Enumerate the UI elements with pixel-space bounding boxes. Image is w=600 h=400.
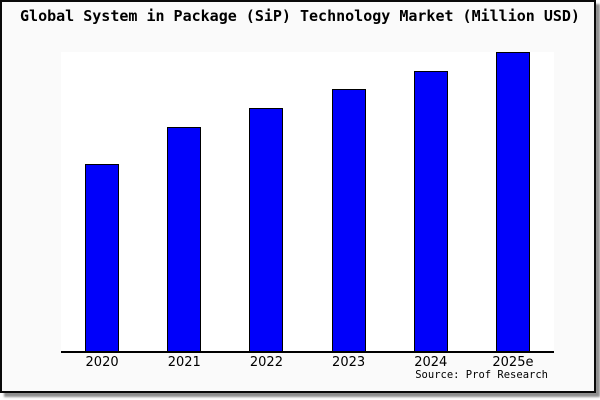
bar-series <box>61 52 554 351</box>
x-tick-label-2024: 2024 <box>414 355 448 370</box>
bar-2020 <box>85 163 120 351</box>
bar-slot <box>472 52 554 351</box>
x-tick-label-2023: 2023 <box>332 355 366 370</box>
bar-slot <box>143 52 225 351</box>
chart-title: Global System in Package (SiP) Technolog… <box>20 7 580 25</box>
bar-2023 <box>331 88 366 351</box>
bar-slot <box>61 52 143 351</box>
x-tick-label-2020: 2020 <box>85 355 119 370</box>
bar-2022 <box>249 107 284 351</box>
bar-2025e <box>495 52 530 351</box>
bar-2021 <box>167 126 202 351</box>
bar-slot <box>225 52 307 351</box>
source-credit: Source: Prof Research <box>415 369 548 381</box>
x-tick-label-2021: 2021 <box>167 355 201 370</box>
chart-frame: Global System in Package (SiP) Technolog… <box>0 0 596 393</box>
x-tick-label-2022: 2022 <box>249 355 283 370</box>
bar-2024 <box>413 70 448 351</box>
x-tick-label-2025e: 2025e <box>492 355 534 370</box>
bar-slot <box>390 52 472 351</box>
plot-area <box>61 52 554 353</box>
x-axis-labels: 2020 2021 2022 2023 2024 2025e <box>61 355 554 370</box>
bar-slot <box>308 52 390 351</box>
